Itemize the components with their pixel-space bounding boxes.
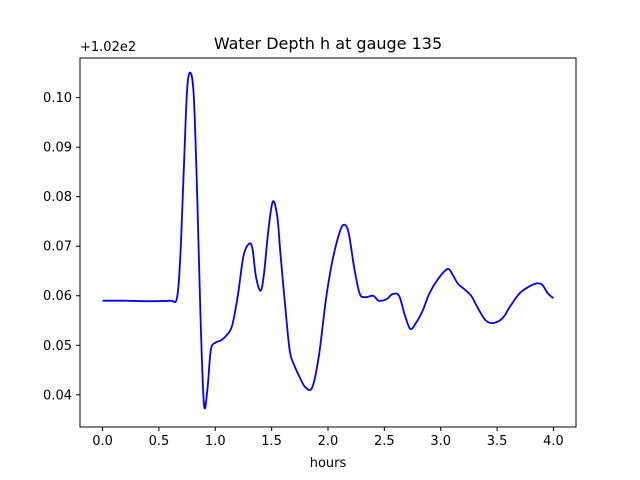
x-tick-label: 3.5 bbox=[487, 434, 508, 449]
x-tick-label: 1.0 bbox=[205, 434, 226, 449]
y-tick-label: 0.08 bbox=[43, 190, 72, 205]
x-tick-label: 4.0 bbox=[543, 434, 564, 449]
x-tick-label: 3.0 bbox=[430, 434, 451, 449]
y-tick-label: 0.10 bbox=[43, 91, 72, 106]
plot-area bbox=[80, 58, 576, 427]
y-tick-label: 0.05 bbox=[43, 339, 72, 354]
y-axis: 0.04 0.05 0.06 0.07 0.08 0.09 0.10 bbox=[43, 91, 80, 403]
y-tick-label: 0.07 bbox=[43, 240, 72, 255]
x-tick-label: 2.5 bbox=[374, 434, 395, 449]
x-tick-label: 2.0 bbox=[318, 434, 339, 449]
y-tick-label: 0.06 bbox=[43, 289, 72, 304]
y-axis-offset-label: +1.02e2 bbox=[80, 40, 136, 55]
series-layer bbox=[102, 71, 555, 410]
y-tick-label: 0.09 bbox=[43, 141, 72, 156]
x-tick-label: 0.5 bbox=[149, 434, 170, 449]
chart-title: Water Depth h at gauge 135 bbox=[214, 34, 442, 53]
x-axis: 0.0 0.5 1.0 1.5 2.0 2.5 3.0 3.5 4.0 bbox=[92, 427, 564, 449]
plot-frame bbox=[79, 57, 577, 428]
y-tick-label: 0.04 bbox=[43, 388, 72, 403]
x-axis-label: hours bbox=[310, 456, 347, 471]
x-tick-label: 0.0 bbox=[92, 434, 113, 449]
x-tick-label: 1.5 bbox=[261, 434, 282, 449]
series-line-0 bbox=[102, 71, 555, 410]
